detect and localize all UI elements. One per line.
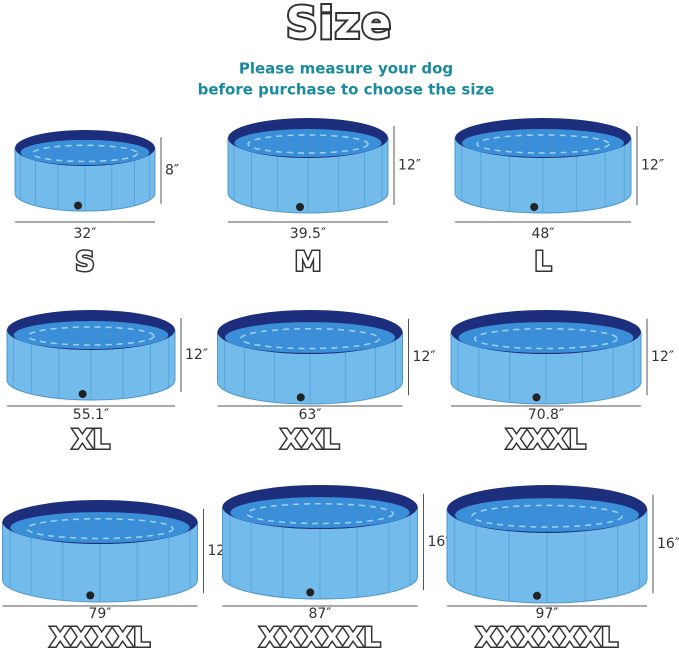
height-label: 16″ [657,536,679,552]
diameter-label: 32″ [73,226,96,242]
height-label: 8″ [165,163,179,179]
size-label: M [295,247,322,278]
pool-water [20,139,150,166]
diameter-label: 79″ [88,606,111,622]
size-label: XL [72,425,110,456]
diameter-label: 63″ [298,407,321,423]
pool-water [462,129,624,157]
pool [6,310,176,401]
diameter-label: 39.5″ [290,226,326,242]
pool-water [10,512,190,543]
pool [14,130,156,212]
subtitle: before purchase to choose the size [198,81,495,99]
pool [217,310,403,405]
size-label: XXXXXXL [476,623,618,654]
pool-ripple [247,134,369,154]
drain-plug [533,591,541,600]
pool-ripple [476,134,610,154]
pool-water [458,322,634,353]
diameter-label: 70.8″ [528,407,564,423]
drain-plug [74,201,82,210]
diameter-label: 97″ [535,606,558,622]
drain-plug [296,393,305,402]
size-label: XXXXL [50,623,150,654]
diameter-label: 87″ [308,606,331,622]
drain-plug [532,393,541,402]
diameter-label: 55.1″ [73,407,109,423]
pool-ripple [239,327,381,350]
height-label: 16″ [428,534,451,550]
pool-ripple [26,517,174,540]
size-label: S [75,247,94,278]
height-label: 12″ [185,347,208,363]
drain-plug [78,390,87,398]
drain-plug [296,203,304,211]
size-label: XXXXXL [259,623,380,654]
drain-plug [86,591,95,600]
diameter-label: 48″ [531,226,554,242]
pool-ripple [31,144,139,163]
pool-water [13,321,169,349]
pool [227,118,389,214]
pool-ripple [246,502,394,525]
title: Size [286,0,392,49]
height-label: 12″ [398,158,421,174]
drain-plug [530,203,539,211]
pool [2,500,198,603]
drain-plug [306,588,315,597]
pool [446,485,648,604]
pool-ripple [27,326,155,346]
pool-ripple [471,504,623,528]
height-label: 12″ [641,158,664,174]
height-label: 12″ [413,349,436,365]
height-label: 12″ [651,349,674,365]
pool-water [224,322,396,353]
pool-water [455,498,639,532]
pool [222,485,418,600]
size-label: XXL [281,425,340,456]
size-label: XXXL [506,425,586,456]
pool-water [230,497,410,528]
size-label: L [534,247,551,278]
pool [454,118,632,214]
pool-water [234,129,382,157]
pool-ripple [474,327,618,350]
subtitle: Please measure your dog [239,60,453,78]
pool [450,310,642,405]
